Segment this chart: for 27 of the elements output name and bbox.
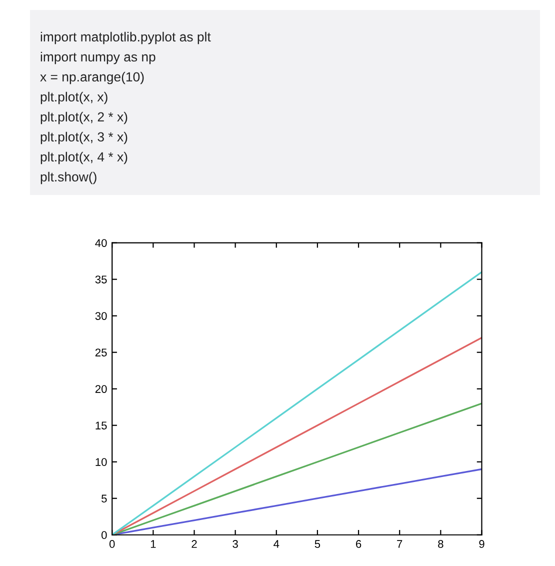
text: x = np.arange(10) bbox=[40, 72, 144, 84]
y-tick-label: 20 bbox=[95, 385, 107, 393]
text: plt.plot(x, x) bbox=[40, 92, 108, 104]
x-tick-label: 6 bbox=[356, 540, 362, 548]
x-tick-label: 4 bbox=[274, 540, 280, 548]
text: plt.plot(x, 3 * x) bbox=[40, 132, 128, 144]
x-tick-label: 5 bbox=[314, 540, 320, 548]
x-tick-label: 9 bbox=[479, 540, 484, 548]
x-tick-label: 2 bbox=[192, 540, 197, 548]
x-tick-label: 8 bbox=[438, 540, 444, 548]
y-tick-label: 15 bbox=[96, 422, 107, 430]
y-tick-label: 35 bbox=[95, 276, 107, 284]
y-tick-label: 0 bbox=[102, 531, 107, 540]
text: plt.show() bbox=[40, 172, 96, 184]
x-tick-label: 3 bbox=[232, 540, 238, 548]
y-tick-label: 25 bbox=[95, 348, 107, 356]
y-tick-label: 40 bbox=[95, 239, 107, 247]
y-tick-label: 10 bbox=[96, 458, 107, 466]
text: import numpy as np bbox=[40, 52, 156, 64]
x-tick-label: 7 bbox=[397, 540, 402, 548]
x-tick-label: 1 bbox=[150, 540, 156, 548]
x-tick-label: 0 bbox=[109, 540, 115, 548]
y-tick-label: 30 bbox=[95, 312, 107, 320]
text: import matplotlib.pyplot as plt bbox=[40, 32, 211, 44]
text: plt.plot(x, 2 * x) bbox=[40, 112, 128, 124]
text: plt.plot(x, 4 * x) bbox=[40, 152, 128, 164]
y-tick-label: 5 bbox=[102, 494, 107, 502]
